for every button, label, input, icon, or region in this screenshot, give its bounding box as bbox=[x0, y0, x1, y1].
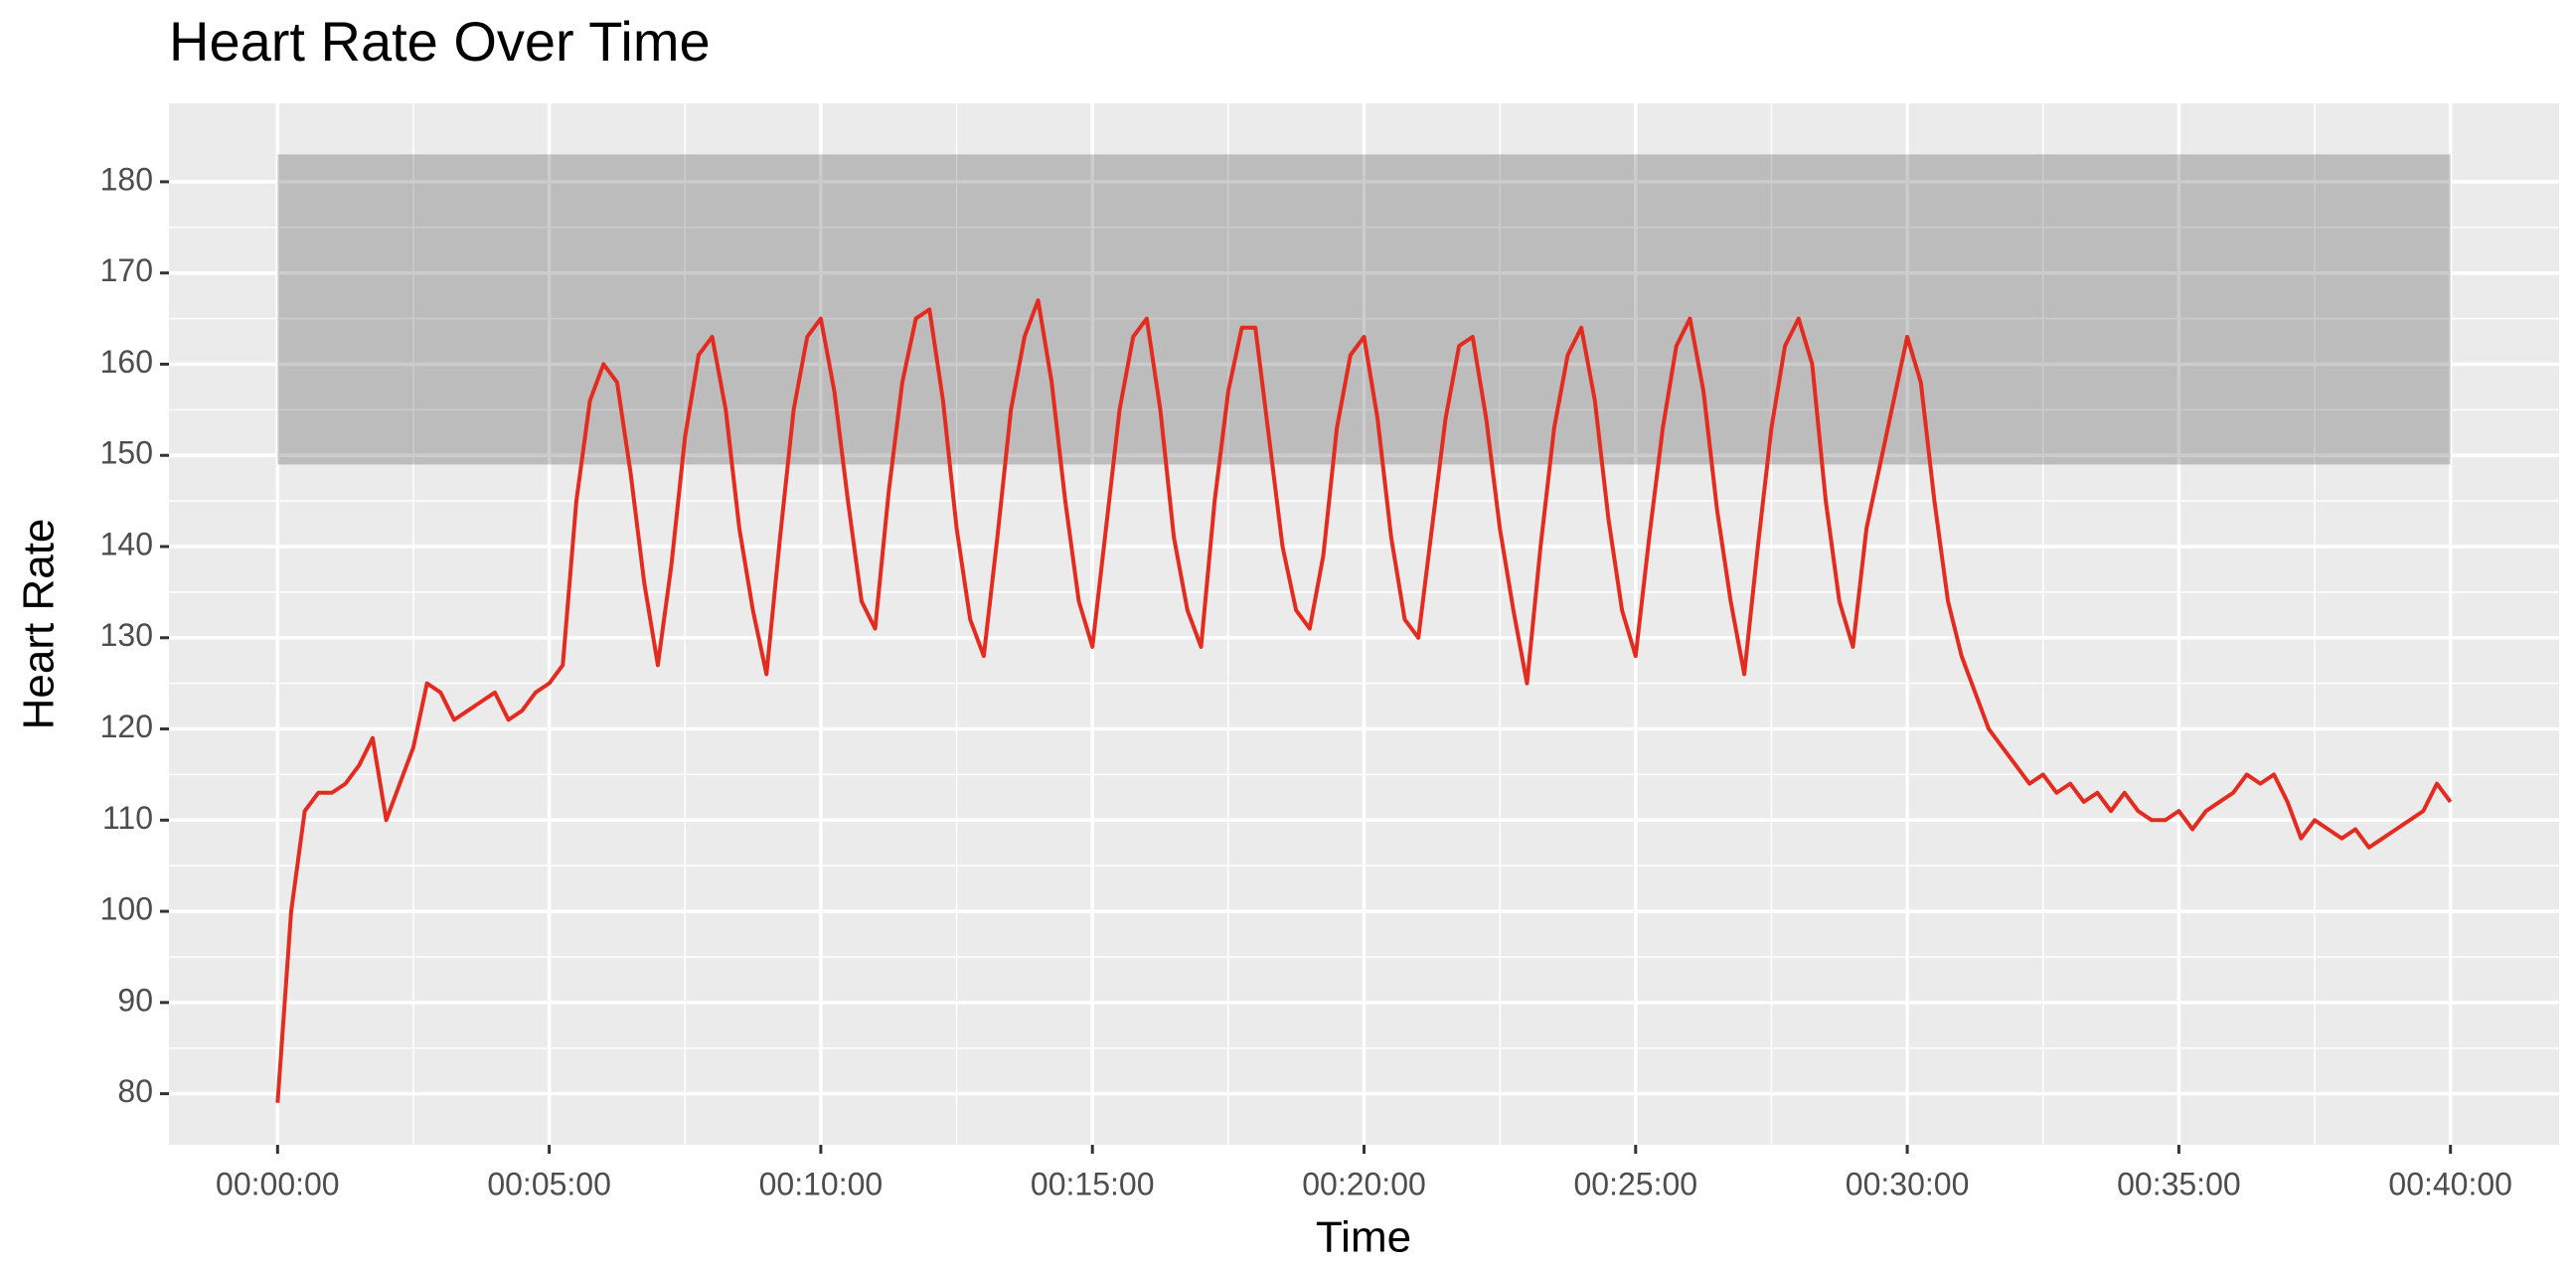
y-tick-label: 170 bbox=[100, 252, 153, 288]
chart-title: Heart Rate Over Time bbox=[169, 10, 711, 73]
heart-rate-line bbox=[275, 298, 2453, 1103]
y-tick-label: 90 bbox=[117, 982, 153, 1018]
y-tick-label: 150 bbox=[100, 435, 153, 471]
x-axis-title: Time bbox=[1316, 1213, 1411, 1262]
x-tick-label: 00:35:00 bbox=[2117, 1166, 2241, 1201]
x-tick-label: 00:30:00 bbox=[1846, 1166, 1970, 1201]
x-tick-label: 00:05:00 bbox=[487, 1166, 611, 1201]
y-tick-label: 180 bbox=[100, 161, 153, 197]
y-tick-label: 120 bbox=[100, 709, 153, 744]
x-tick-label: 00:40:00 bbox=[2388, 1166, 2512, 1201]
target-zone bbox=[277, 154, 2451, 465]
y-tick-label: 110 bbox=[102, 800, 153, 836]
y-tick-label: 130 bbox=[100, 617, 153, 653]
x-tick-label: 00:15:00 bbox=[1031, 1166, 1155, 1201]
x-tick-label: 00:20:00 bbox=[1302, 1166, 1426, 1201]
y-tick-label: 160 bbox=[100, 344, 153, 380]
x-tick-label: 00:00:00 bbox=[216, 1166, 340, 1201]
y-tick-label: 80 bbox=[117, 1073, 153, 1109]
x-tick-label: 00:10:00 bbox=[759, 1166, 884, 1201]
x-tick-label: 00:25:00 bbox=[1574, 1166, 1698, 1201]
y-tick-label: 100 bbox=[100, 891, 153, 927]
y-tick-label: 140 bbox=[100, 526, 153, 561]
y-axis-title: Heart Rate bbox=[15, 519, 64, 730]
